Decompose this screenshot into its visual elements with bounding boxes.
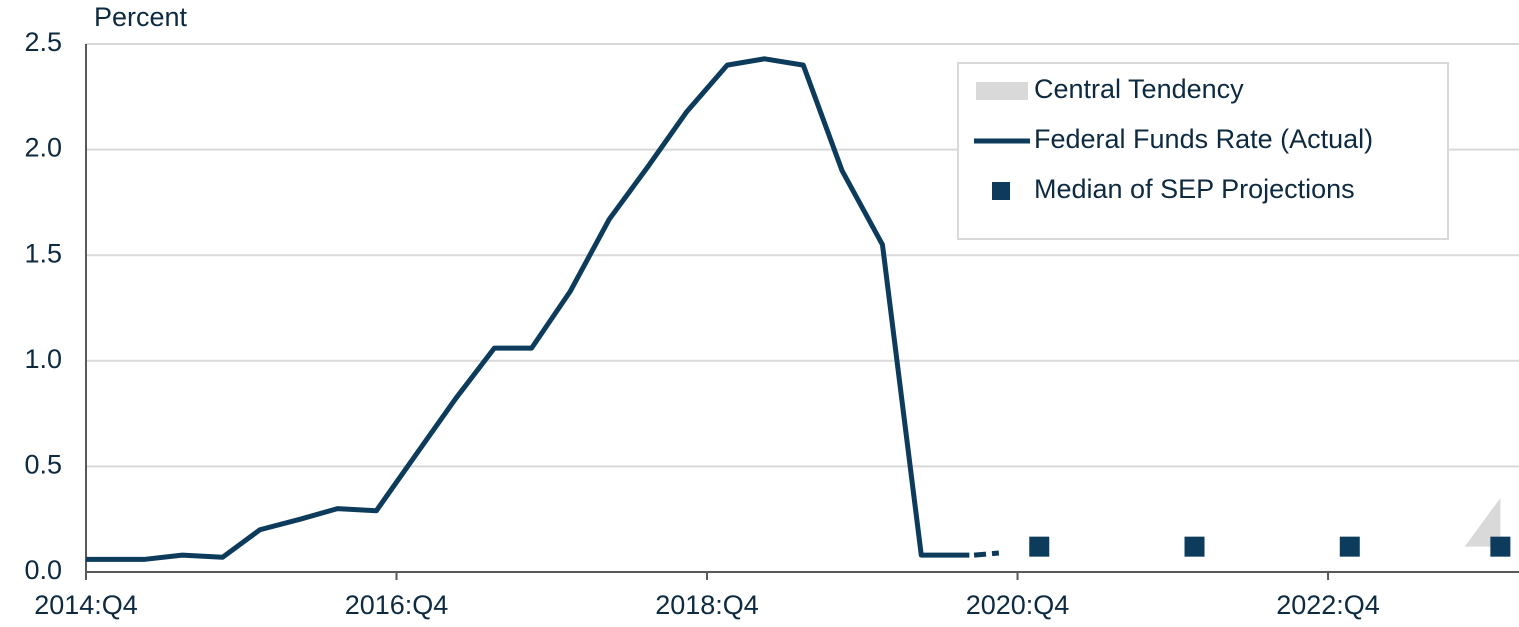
x-tick-label: 2020:Q4 bbox=[966, 590, 1070, 620]
y-axis-label: Percent bbox=[94, 2, 188, 32]
legend-label: Median of SEP Projections bbox=[1034, 174, 1355, 204]
sep-marker bbox=[1490, 536, 1511, 557]
central-tendency-band bbox=[1464, 498, 1501, 547]
legend-box bbox=[957, 62, 1449, 240]
legend-swatch bbox=[992, 182, 1010, 200]
y-tick-label: 1.0 bbox=[24, 344, 62, 374]
legend-swatch bbox=[976, 82, 1028, 100]
legend-label: Federal Funds Rate (Actual) bbox=[1034, 124, 1373, 154]
y-tick-label: 0.5 bbox=[24, 450, 62, 480]
x-tick-label: 2018:Q4 bbox=[655, 590, 759, 620]
y-tick-label: 2.5 bbox=[24, 27, 62, 57]
sep-marker bbox=[1184, 536, 1205, 557]
sep-marker bbox=[1339, 536, 1360, 557]
x-tick-label: 2022:Q4 bbox=[1276, 590, 1380, 620]
y-tick-label: 1.5 bbox=[24, 238, 62, 268]
y-tick-label: 2.0 bbox=[24, 133, 62, 163]
legend-label: Central Tendency bbox=[1034, 74, 1244, 104]
rate-line-dashed bbox=[973, 550, 1000, 558]
sep-marker bbox=[1029, 536, 1050, 557]
x-tick-label: 2016:Q4 bbox=[345, 590, 449, 620]
x-tick-label: 2014:Q4 bbox=[34, 590, 138, 620]
y-tick-label: 0.0 bbox=[24, 555, 62, 585]
rate-line bbox=[86, 56, 970, 562]
